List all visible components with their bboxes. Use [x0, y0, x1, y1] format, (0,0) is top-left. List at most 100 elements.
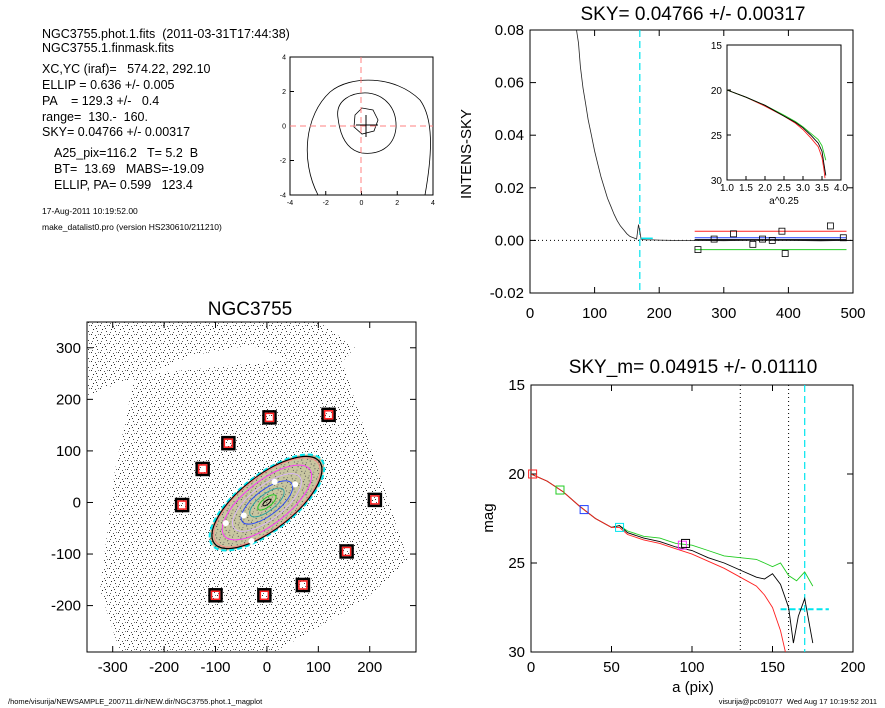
contour-xtick-label: 0 — [360, 200, 364, 207]
sky-square-marker — [778, 227, 786, 235]
sky-box-outer — [321, 407, 336, 423]
param-sky: SKY= 0.04766 +/- 0.00317 — [42, 125, 191, 139]
contour-xtick-label: 4 — [431, 200, 435, 207]
mag-marker-magenta — [677, 540, 687, 550]
sky-box-outer — [195, 461, 210, 477]
mag-series-red — [531, 473, 786, 652]
mag-plot: SKY_m= 0.04915 +/- 0.01110 mag a (pix) 0… — [480, 357, 866, 696]
image-plot-frame — [86, 321, 417, 653]
sky-square-marker — [781, 250, 789, 257]
sky-plot: SKY= 0.04766 +/- 0.00317 INTENS-SKY 0 100… — [458, 4, 866, 322]
mag-plot-ylabel: mag — [480, 503, 497, 532]
result-ellip-pa: ELLIP, PA= 0.599 123.4 — [54, 178, 193, 192]
mag-marker-red — [528, 469, 538, 479]
mag-xtick-label: 150 — [760, 659, 785, 676]
sky-square-marker — [826, 222, 834, 230]
mask-line: NGC3755.1.finmask.fits — [42, 41, 174, 55]
mag-marker-cyan — [615, 522, 625, 532]
image-ytick-label: 300 — [56, 340, 81, 357]
image-ytick-label: 100 — [56, 443, 81, 460]
sky-box-inner — [264, 412, 275, 423]
galaxy-isophote — [211, 455, 323, 550]
masked-star — [248, 538, 255, 545]
mag-plot-xlabel: a (pix) — [672, 679, 714, 696]
sky-plot-ylabel: INTENS-SKY — [458, 109, 475, 199]
footer-path: /home/visurija/NEWSAMPLE_200711.dir/NEW.… — [8, 697, 263, 706]
sky-ytick-label: -0.02 — [490, 285, 524, 302]
inset-plot-frame — [726, 44, 842, 181]
contour-xtick-label: -2 — [323, 200, 329, 207]
image-ytick-label: -100 — [51, 546, 81, 563]
mag-xtick-label: 0 — [527, 659, 535, 676]
sky-box-inner — [370, 495, 380, 505]
sky-box-inner — [210, 590, 221, 601]
footer-user: visurija@pc091077 Wed Aug 17 10:19:52 20… — [718, 697, 877, 706]
inset-ytick-label: 15 — [711, 41, 723, 52]
inset-ytick-label: 30 — [711, 176, 723, 187]
image-xtick-label: -100 — [201, 659, 231, 676]
mag-xtick-label: 50 — [603, 659, 620, 676]
sky-box-outer — [221, 435, 236, 451]
image-plot: NGC3755 -300 -200 -100 0 100 200 -200 -100 0 100 2… — [51, 299, 417, 676]
image-field-upper — [88, 322, 355, 395]
inset-ytick-label: 20 — [711, 86, 723, 97]
sky-profile-line — [576, 30, 847, 242]
mag-xtick-label: 200 — [840, 659, 865, 676]
sky-xtick-label: 0 — [526, 305, 534, 322]
image-plot-title: NGC3755 — [208, 299, 293, 320]
galaxy-isophote — [221, 464, 313, 541]
sky-box-inner — [259, 590, 270, 601]
image-ytick-label: 0 — [73, 494, 81, 511]
contour-plot: -4 -2 0 2 4 -4 -2 0 2 4 — [280, 55, 435, 208]
galaxy-isophote — [240, 480, 294, 525]
sky-square-marker — [759, 235, 766, 243]
contour-ytick-label: 2 — [282, 89, 286, 96]
mag-ytick-label: 15 — [508, 377, 525, 394]
mag-ytick-label: 25 — [508, 555, 525, 572]
sky-box-outer — [257, 588, 272, 603]
image-xtick-label: 100 — [306, 659, 331, 676]
sky-xtick-label: 100 — [582, 305, 607, 322]
inset-xtick-label: 1.0 — [720, 183, 734, 194]
galaxy-isophote — [208, 453, 326, 552]
sky-plot-frame — [529, 29, 854, 294]
mag-ytick-label: 20 — [508, 466, 525, 483]
sky-square-marker — [768, 236, 776, 244]
masked-star — [207, 491, 214, 498]
image-xtick-label: -200 — [149, 659, 179, 676]
sky-box-outer — [208, 588, 223, 603]
inset-xtick-label: 2.0 — [758, 183, 772, 194]
sky-box-outer — [367, 492, 383, 508]
contour-ytick-label: -2 — [280, 158, 286, 165]
inset-xlabel: a^0.25 — [769, 196, 799, 207]
result-a25: A25_pix=116.2 T= 5.2 B — [54, 146, 199, 160]
masked-star — [335, 427, 342, 434]
param-pa: PA = 129.3 +/- 0.4 — [42, 94, 160, 108]
mag-series-green — [531, 473, 814, 587]
sky-square-marker — [730, 230, 737, 238]
mag-series-black — [531, 473, 814, 644]
param-range: range= 130.- 160. — [42, 110, 148, 124]
contour-ytick-label: -4 — [280, 193, 286, 200]
param-ellip: ELLIP = 0.636 +/- 0.005 — [42, 78, 175, 92]
mag-xtick-label: 100 — [679, 659, 704, 676]
sky-ytick-label: 0.04 — [495, 127, 524, 144]
sky-box-outer — [174, 497, 190, 513]
sky-plot-title: SKY= 0.04766 +/- 0.00317 — [580, 4, 805, 25]
masked-star — [271, 478, 278, 485]
masked-star — [240, 512, 247, 519]
sky-box-outer — [339, 544, 354, 559]
sky-xtick-label: 200 — [647, 305, 672, 322]
sky-box-inner — [341, 546, 352, 557]
sky-ytick-label: 0.08 — [495, 22, 524, 39]
program-line: make_datalist0.pro (version HS230610/211… — [42, 222, 222, 232]
sky-box-outer — [295, 577, 311, 593]
mag-marker-green — [555, 485, 565, 495]
inset-xtick-label: 1.5 — [739, 183, 753, 194]
sky-square-marker — [839, 234, 847, 242]
sky-box-inner — [298, 580, 308, 590]
sky-xtick-label: 500 — [840, 305, 865, 322]
galaxy-isophote — [232, 473, 302, 532]
galaxy-disk — [209, 454, 325, 551]
